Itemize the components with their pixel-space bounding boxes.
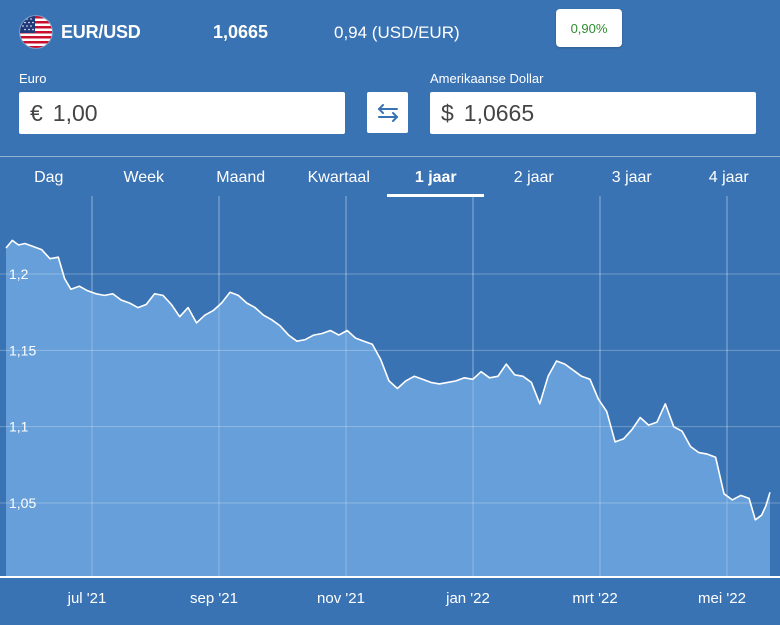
tab-kwartaal[interactable]: Kwartaal xyxy=(307,169,370,186)
rate-area xyxy=(6,240,770,577)
to-amount-value: 1,0665 xyxy=(463,99,535,126)
tab-1-jaar[interactable]: 1 jaar xyxy=(414,169,457,186)
swap-button[interactable] xyxy=(367,92,408,133)
from-amount-field[interactable]: € 1,00 xyxy=(19,92,345,134)
y-tick-label: 1,15 xyxy=(9,342,36,358)
period-tabs: Dag Week Maand Kwartaal 1 jaar 2 jaar 3 … xyxy=(0,156,780,197)
swap-arrows-icon xyxy=(377,103,398,122)
x-tick-label: jan '22 xyxy=(445,590,490,607)
tab-dag[interactable]: Dag xyxy=(34,169,64,186)
header: EUR/USD 1,0665 0,94 (USD/EUR) 0,90% xyxy=(0,0,780,64)
inverse-rate: 0,94 (USD/EUR) xyxy=(334,23,460,42)
x-tick-label: jul '21 xyxy=(67,590,107,607)
from-amount-value: 1,00 xyxy=(52,99,98,126)
exchange-rate: 1,0665 xyxy=(213,22,269,42)
to-amount-field[interactable]: $ 1,0665 xyxy=(430,92,756,134)
y-tick-label: 1,2 xyxy=(9,266,29,282)
x-tick-label: mrt '22 xyxy=(572,590,617,607)
tab-week[interactable]: Week xyxy=(123,169,165,186)
x-tick-label: sep '21 xyxy=(190,590,238,607)
rate-chart[interactable]: 1,2 1,15 1,1 1,05 jul '21 sep '21 nov '21 jan '… xyxy=(0,196,780,625)
rate-line xyxy=(5,239,771,521)
y-tick-label: 1,05 xyxy=(9,495,36,511)
us-flag-icon xyxy=(20,16,52,48)
to-currency-label: Amerikaanse Dollar xyxy=(430,71,544,86)
euro-symbol: € xyxy=(30,99,43,126)
y-tick-label: 1,1 xyxy=(9,419,29,435)
tab-maand[interactable]: Maand xyxy=(216,169,266,186)
dollar-symbol: $ xyxy=(441,99,454,126)
tab-4-jaar[interactable]: 4 jaar xyxy=(708,169,749,186)
tab-2-jaar[interactable]: 2 jaar xyxy=(513,169,554,186)
change-badge: 0,90% xyxy=(556,9,622,47)
currency-pair: EUR/USD xyxy=(61,22,141,42)
tab-3-jaar[interactable]: 3 jaar xyxy=(611,169,652,186)
rate-chart-svg: 1,2 1,15 1,1 1,05 jul '21 sep '21 nov '21 jan '… xyxy=(0,196,780,607)
active-tab-indicator xyxy=(387,194,484,197)
from-currency-label: Euro xyxy=(19,71,47,86)
x-tick-label: nov '21 xyxy=(317,590,365,607)
x-tick-label: mei '22 xyxy=(698,590,746,607)
